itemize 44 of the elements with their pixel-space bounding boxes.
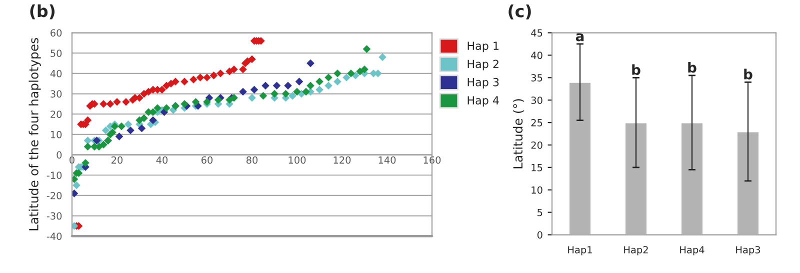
y-tick-label: 10: [50, 130, 62, 138]
y-tick-label: -10: [46, 172, 62, 179]
y-tick-label: -20: [46, 192, 62, 200]
y-tick-label: 40: [50, 70, 62, 78]
annotation: a: [576, 33, 584, 42]
x-tick-label: 80: [246, 156, 258, 164]
y-tick-label: 10: [532, 186, 542, 194]
y-tick-label: 45: [531, 29, 542, 37]
legend-label: Hap 1: [468, 42, 499, 52]
y-tick-label: -40: [46, 232, 62, 240]
y-axis-title: Latitude of the four haplotypes: [28, 38, 41, 230]
y-tick-label: 0: [537, 231, 542, 239]
y-tick-label: 50: [50, 50, 62, 57]
x-tick-label: Hap2: [624, 246, 648, 256]
chart-title: (c): [508, 4, 531, 20]
y-tick-label: 20: [531, 141, 542, 149]
x-tick-label: 60: [201, 156, 213, 164]
x-tick-label: 100: [288, 156, 306, 164]
x-tick-label: 120: [334, 156, 351, 164]
x-tick-label: 20: [112, 156, 123, 164]
y-axis-title: Latitude (°): [512, 99, 524, 168]
x-tick-label: Hap1: [568, 246, 592, 256]
y-tick-label: 30: [531, 96, 542, 104]
y-tick-label: 35: [531, 74, 542, 82]
y-tick-label: 20: [50, 110, 62, 118]
x-tick-label: 40: [156, 156, 168, 164]
y-tick-label: 60: [50, 29, 62, 37]
y-tick-label: 30: [50, 90, 62, 98]
y-tick-label: 0: [56, 151, 62, 159]
x-tick-label: 140: [378, 156, 396, 164]
chart-title: (b): [30, 4, 55, 20]
annotation: b: [632, 64, 640, 75]
x-tick-label: Hap4: [680, 246, 704, 256]
annotation: b: [688, 62, 696, 73]
annotation: b: [744, 68, 752, 80]
y-tick-label: -30: [46, 212, 62, 220]
legend-label: Hap 2: [468, 60, 498, 70]
y-tick-label: 15: [532, 164, 542, 172]
legend-label: Hap 4: [468, 96, 499, 107]
y-tick-label: 5: [538, 208, 542, 216]
y-tick-label: 25: [531, 119, 542, 126]
y-tick-label: 40: [531, 52, 542, 60]
legend-label: Hap 3: [468, 78, 499, 88]
x-tick-label: Hap3: [736, 246, 760, 256]
